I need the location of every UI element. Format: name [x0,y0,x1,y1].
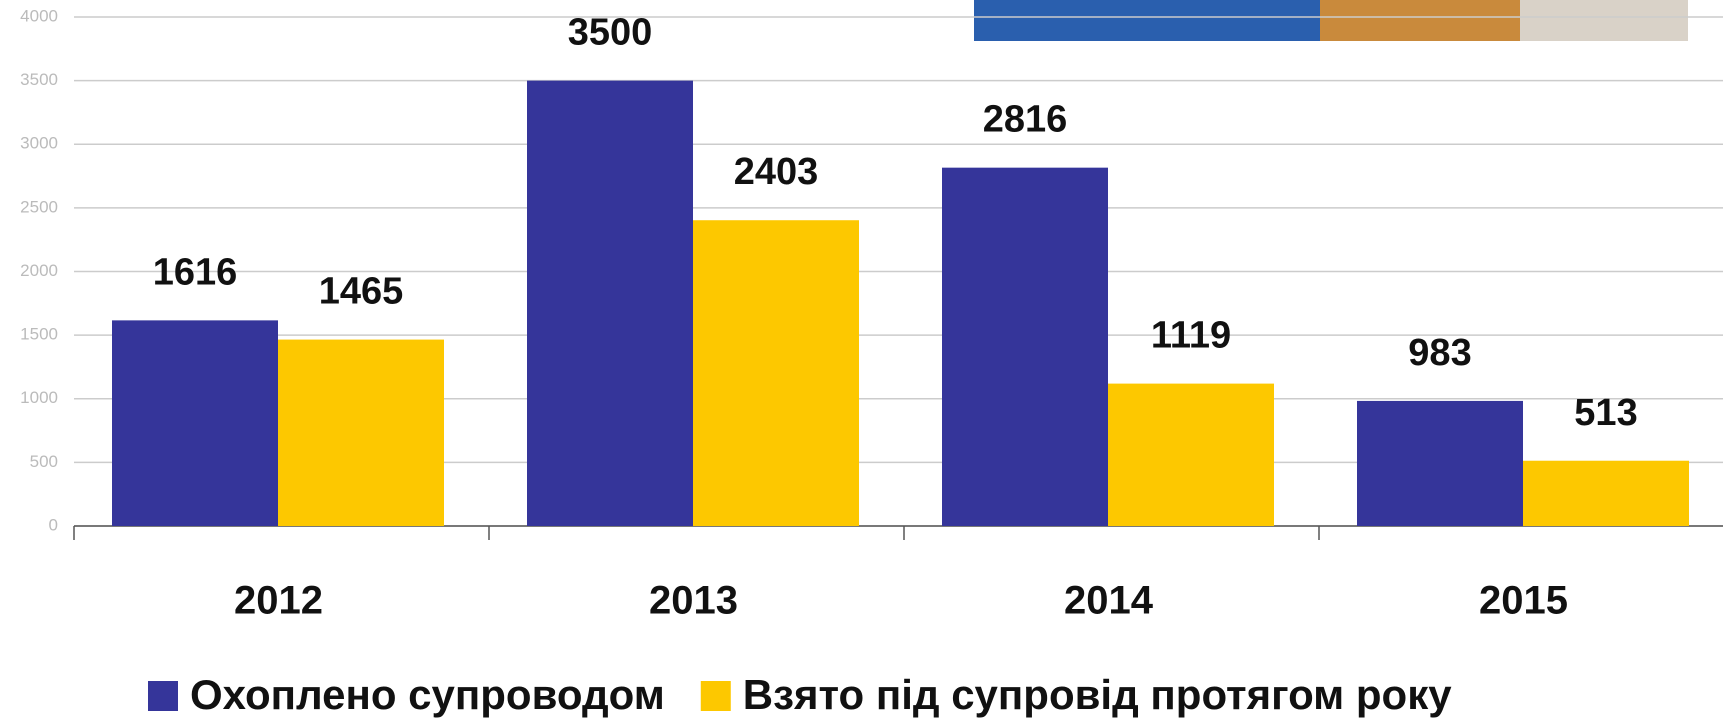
bar [1108,384,1274,526]
x-tick-label: 2013 [649,579,738,623]
legend-swatch [701,681,731,711]
data-label: 1465 [319,271,404,313]
y-tick-label: 1500 [20,325,58,344]
y-tick-label: 1000 [20,388,58,407]
legend-label: Охоплено супроводом [190,671,665,718]
y-tick-label: 3500 [20,70,58,89]
bar [527,81,693,526]
photo-detail [1520,0,1688,41]
data-label: 2403 [734,151,819,193]
y-tick-label: 2000 [20,261,58,280]
data-label: 513 [1574,392,1637,434]
bar [942,168,1108,526]
legend-swatch [148,681,178,711]
bar [112,320,278,526]
bar [278,340,444,526]
y-tick-label: 0 [49,515,58,534]
x-tick-label: 2014 [1064,579,1154,623]
x-tick-label: 2012 [234,579,323,623]
y-tick-label: 4000 [20,6,58,25]
y-tick-label: 500 [30,452,58,471]
data-label: 983 [1408,332,1471,374]
photo-detail [1320,0,1520,41]
data-label: 3500 [568,12,653,54]
bar [693,220,859,526]
legend-label: Взято під супровід протягом року [743,671,1452,718]
bar [1523,461,1689,526]
bar [1357,401,1523,526]
data-label: 2816 [983,99,1068,141]
y-tick-label: 3000 [20,134,58,153]
data-label: 1119 [1151,315,1231,357]
data-label: 1616 [153,251,238,293]
chart: 0 500 1000 1500 2000 2500 3000 3500 4000 2012 1616… [0,0,1723,723]
x-tick-label: 2015 [1479,579,1568,623]
y-tick-label: 2500 [20,197,58,216]
